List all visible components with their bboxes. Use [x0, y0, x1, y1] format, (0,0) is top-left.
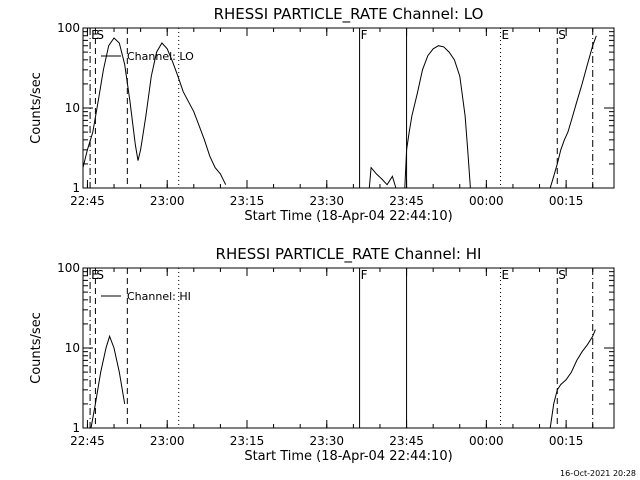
- x-axis-label: Start Time (18-Apr-04 22:44:10): [244, 449, 452, 464]
- event-label: S: [558, 28, 566, 42]
- event-label: E: [91, 28, 99, 42]
- series-line: [549, 329, 596, 429]
- x-tick-label: 23:00: [150, 194, 185, 208]
- y-axis-label: Counts/sec: [29, 72, 44, 144]
- y-axis-label: Counts/sec: [29, 312, 44, 384]
- series-line: [368, 166, 397, 189]
- x-tick-label: 00:00: [469, 434, 504, 448]
- x-tick-label: 23:00: [150, 434, 185, 448]
- panel-lo: RHESSI PARTICLE_RATE Channel: LO Counts/s…: [29, 5, 615, 224]
- x-tick-label: 23:30: [309, 194, 344, 208]
- x-tick-label: 23:45: [389, 194, 424, 208]
- event-label: F: [361, 28, 368, 42]
- chart-title: RHESSI PARTICLE_RATE Channel: HI: [216, 245, 482, 264]
- y-tick-label: 100: [57, 261, 80, 275]
- event-label: E: [502, 28, 510, 42]
- x-tick-label: 00:15: [549, 434, 584, 448]
- series-line: [549, 35, 597, 189]
- y-tick-label: 100: [57, 21, 80, 35]
- event-label: S: [96, 28, 104, 42]
- event-label: F: [361, 268, 368, 282]
- y-tick-label: 10: [65, 101, 80, 115]
- legend-label: Channel: LO: [127, 50, 194, 63]
- x-tick-label: 23:15: [230, 194, 265, 208]
- x-tick-label: 22:45: [70, 434, 105, 448]
- x-tick-label: 23:15: [230, 434, 265, 448]
- event-label: E: [91, 268, 99, 282]
- event-label: S: [96, 268, 104, 282]
- series-line: [90, 334, 126, 429]
- y-tick-label: 10: [65, 341, 80, 355]
- event-label: E: [502, 268, 510, 282]
- series-line: [82, 37, 227, 185]
- panel-hi: RHESSI PARTICLE_RATE Channel: HI Counts/s…: [29, 245, 615, 464]
- x-tick-label: 22:45: [70, 194, 105, 208]
- series-line: [404, 45, 471, 189]
- x-tick-label: 23:30: [309, 434, 344, 448]
- x-tick-label: 00:00: [469, 194, 504, 208]
- x-tick-label: 23:45: [389, 434, 424, 448]
- legend-label: Channel: HI: [127, 290, 191, 303]
- y-tick-label: 1: [72, 421, 80, 435]
- y-tick-label: 1: [72, 181, 80, 195]
- x-axis-label: Start Time (18-Apr-04 22:44:10): [244, 209, 452, 224]
- event-label: S: [558, 268, 566, 282]
- chart-title: RHESSI PARTICLE_RATE Channel: LO: [214, 5, 484, 24]
- plot-timestamp: 16-Oct-2021 20:28: [560, 469, 636, 478]
- x-tick-label: 00:15: [549, 194, 584, 208]
